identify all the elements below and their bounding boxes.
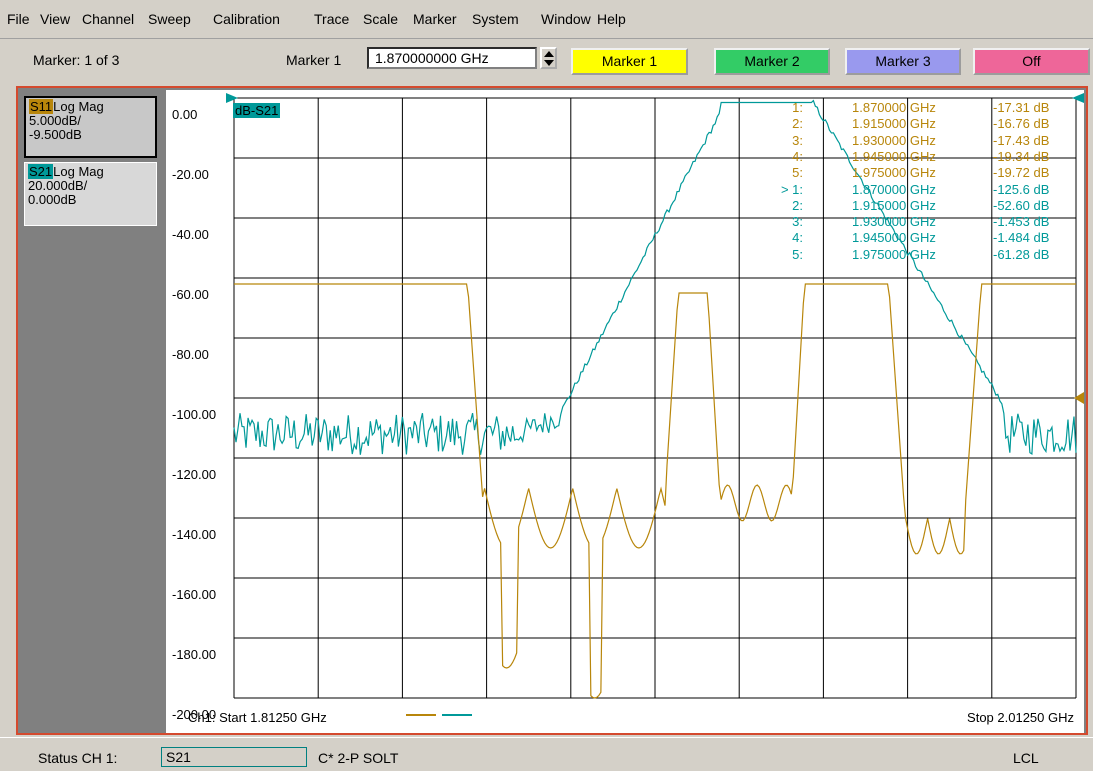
marker-count-label: Marker: 1 of 3 [33,52,120,68]
marker-readout-freq: 1.870000 GHz [852,181,936,197]
status-lcl: LCL [1013,750,1039,766]
y-tick-label: -60.00 [172,287,209,302]
trace-s11-name: S11 [29,99,54,114]
marker-readout-num: > 1: [780,181,803,197]
marker-readout-val: -52.60 dB [993,197,1050,213]
s11-trace [234,283,1076,699]
plot-area[interactable]: dB-S21 0.00 -20.00 -40.00 -60.00 -80.00 -100.… [166,90,1084,733]
marker-readout-num: 2: [792,116,803,132]
trace-s11-scale: 5.000dB/ [29,113,82,128]
y-tick-label: -140.00 [172,527,217,542]
marker-readout-val: -16.76 dB [993,116,1050,132]
trace-graph[interactable] [166,90,1084,733]
marker-readout-num: 5: [792,246,803,262]
marker-readout-val: -1.484 dB [993,230,1050,246]
marker-3-button[interactable]: Marker 3 [845,48,961,75]
status-label: Status CH 1: [38,750,118,766]
status-calibration: C* 2-P SOLT [318,750,399,766]
s21-trace [233,99,1077,455]
marker-select-label: Marker 1 [286,52,342,68]
menu-view[interactable]: View [40,11,71,27]
s21-reference-arrow [226,93,238,103]
start-frequency-label: Ch1: Start 1.81250 GHz [188,710,327,725]
menu-scale[interactable]: Scale [363,11,399,27]
y-tick-label: -180.00 [172,647,217,662]
trace-s21-box[interactable]: S21Log Mag 20.000dB/ 0.000dB [24,162,157,226]
marker-readout-num: 2: [792,197,803,213]
marker-toolbar: Marker: 1 of 3 Marker 1 1.870000000 GHz … [0,39,1093,81]
y-tick-label: -120.00 [172,467,217,482]
spin-up-icon[interactable] [544,51,554,57]
marker-readout-freq: 1.915000 GHz [852,197,936,213]
menu-marker[interactable]: Marker [413,11,457,27]
menu-channel[interactable]: Channel [82,11,135,27]
trace-s11-ref: -9.500dB [29,127,82,142]
marker-readout-num: 4: [792,148,803,164]
marker-readout-freq: 1.930000 GHz [852,214,936,230]
marker-readout-freq: 1.915000 GHz [852,116,936,132]
marker-readout-val: -125.6 dB [993,181,1050,197]
y-tick-label: 0.00 [172,107,198,122]
marker-readout-freq: 1.945000 GHz [852,148,936,164]
status-bar: Status CH 1: S21 C* 2-P SOLT LCL [0,737,1093,771]
y-tick-label: -200.00 [172,707,217,722]
marker-readout-val: -61.28 dB [993,246,1050,262]
active-trace-label: dB-S21 [233,103,281,118]
y-tick-label: -100.00 [172,407,217,422]
marker-readout-freq: 1.975000 GHz [852,165,936,181]
marker-readout-val: -19.72 dB [993,165,1050,181]
menu-window[interactable]: Window [541,11,591,27]
marker-off-button[interactable]: Off [973,48,1090,75]
trace-s11-format: Log Mag [53,99,104,114]
marker-readout-num: 5: [792,165,803,181]
trace-s21-format: Log Mag [53,164,104,179]
y-tick-label: -20.00 [172,167,209,182]
y-tick-label: -160.00 [172,587,217,602]
marker-readout-num: 3: [792,132,803,148]
marker-readout-num: 3: [792,214,803,230]
trace-list-panel: S11Log Mag 5.000dB/ -9.500dB S21Log Mag … [20,90,163,733]
y-tick-label: -40.00 [172,227,209,242]
marker-readout-num: 1: [792,100,803,115]
spin-down-icon[interactable] [544,60,554,66]
marker-readout-val: -19.34 dB [993,148,1050,164]
marker-frequency-input[interactable]: 1.870000000 GHz [367,47,537,69]
marker-readout-val: -17.43 dB [993,132,1050,148]
marker-readout-freq: 1.975000 GHz [852,246,936,262]
menu-calibration[interactable]: Calibration [213,11,280,27]
marker-readout-val: -1.453 dB [993,214,1050,230]
menu-file[interactable]: File [7,11,30,27]
s21-reference-arrow-right [1072,93,1084,103]
marker-readout-freq: 1.870000 GHz [852,100,936,115]
trace-s11-box[interactable]: S11Log Mag 5.000dB/ -9.500dB [24,96,157,158]
marker-readout-freq: 1.930000 GHz [852,132,936,148]
y-tick-label: -80.00 [172,347,209,362]
menu-system[interactable]: System [472,11,519,27]
marker-frequency-spinner[interactable] [540,47,557,69]
stop-frequency-label: Stop 2.01250 GHz [967,710,1074,725]
marker-readout-val: -17.31 dB [993,100,1050,115]
menu-help[interactable]: Help [597,11,626,27]
trace-s21-name: S21 [28,164,54,179]
trace-s21-ref: 0.000dB [28,192,77,207]
menu-sweep[interactable]: Sweep [148,11,191,27]
marker-readout-freq: 1.945000 GHz [852,230,936,246]
status-measurement: S21 [161,747,307,767]
marker-2-button[interactable]: Marker 2 [714,48,830,75]
marker-1-button[interactable]: Marker 1 [571,48,688,75]
menu-bar: File View Channel Sweep Calibration Trace Scal… [0,0,1093,39]
marker-readout-num: 4: [792,230,803,246]
s11-reference-arrow [1074,392,1084,404]
trace-s21-scale: 20.000dB/ [28,178,88,193]
menu-trace[interactable]: Trace [314,11,350,27]
